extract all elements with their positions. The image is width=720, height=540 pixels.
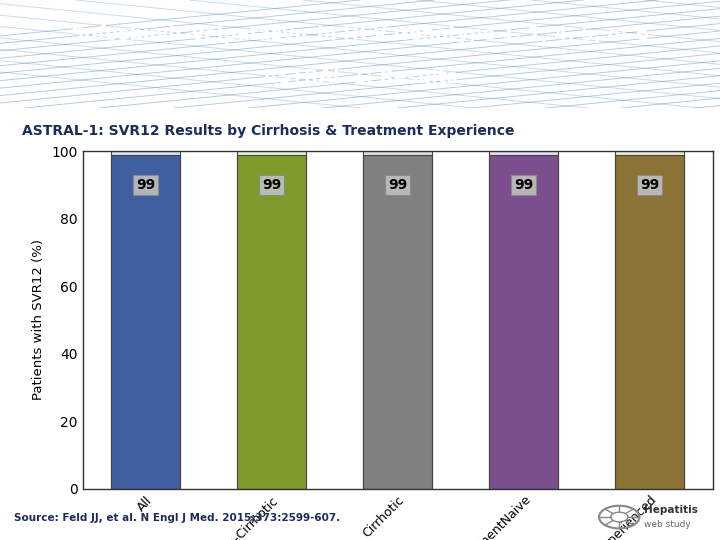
Text: ASTRAL-1: Results: ASTRAL-1: Results (263, 68, 457, 87)
Bar (615, 151, 685, 489)
Bar (237, 154, 307, 489)
Text: 99: 99 (262, 178, 282, 192)
Text: 99: 99 (388, 178, 408, 192)
Text: Source: Feld JJ, et al. N Engl J Med. 2015;373:2599-607.: Source: Feld JJ, et al. N Engl J Med. 20… (14, 514, 341, 523)
Bar (363, 151, 433, 489)
Bar (363, 154, 433, 489)
Text: 99: 99 (640, 178, 660, 192)
Bar (111, 154, 181, 489)
Bar (489, 151, 559, 489)
Bar (489, 154, 559, 489)
Text: web study: web study (644, 520, 691, 529)
Bar (111, 151, 181, 489)
Text: ASTRAL-1: SVR12 Results by Cirrhosis & Treatment Experience: ASTRAL-1: SVR12 Results by Cirrhosis & T… (22, 124, 514, 138)
Bar (615, 154, 685, 489)
Text: Sofosbuvir-Velpatasvir in HCV Genotype 1, 2, 4, 5, or 6: Sofosbuvir-Velpatasvir in HCV Genotype 1… (71, 25, 649, 44)
Text: 99: 99 (514, 178, 534, 192)
Text: 99: 99 (136, 178, 156, 192)
Text: Hepatitis: Hepatitis (644, 505, 698, 515)
Bar (237, 151, 307, 489)
Y-axis label: Patients with SVR12 (%): Patients with SVR12 (%) (32, 239, 45, 401)
